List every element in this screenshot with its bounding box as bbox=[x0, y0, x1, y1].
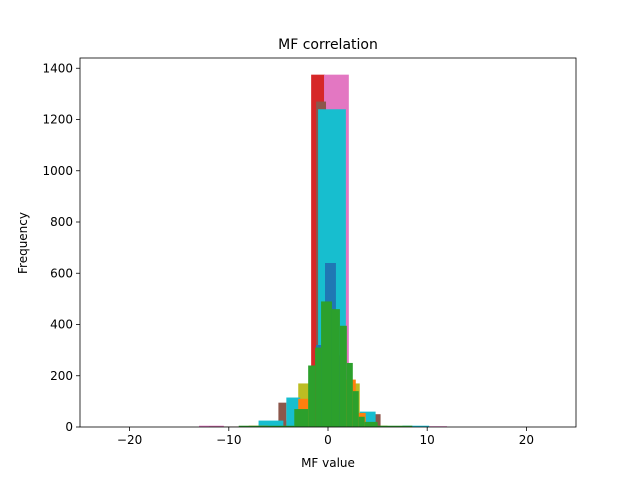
bar-s4-b0 bbox=[258, 420, 284, 427]
y-tick-label: 1200 bbox=[42, 113, 73, 127]
bar-s7-b9 bbox=[358, 416, 365, 427]
y-tick-label: 200 bbox=[50, 369, 73, 383]
x-tick-label: 0 bbox=[324, 433, 332, 447]
bar-s7-b1 bbox=[294, 409, 309, 427]
x-tick-label: 10 bbox=[420, 433, 435, 447]
bar-s7-b5 bbox=[331, 309, 340, 428]
y-tick-label: 1000 bbox=[42, 164, 73, 178]
x-tick-label: −20 bbox=[117, 433, 142, 447]
bar-s7-b2 bbox=[308, 365, 316, 427]
bar-s7-b6 bbox=[339, 325, 347, 427]
bar-s4-b4 bbox=[402, 425, 430, 427]
bar-s7-b11 bbox=[377, 425, 413, 427]
x-tick-label: 20 bbox=[519, 433, 534, 447]
bar-s7-b3 bbox=[315, 347, 322, 427]
y-tick-label: 800 bbox=[50, 215, 73, 229]
y-axis: 0 200 400 600 800 1000 1200 1400 bbox=[42, 61, 80, 434]
bar-s2-b0 bbox=[199, 425, 224, 427]
y-tick-label: 1400 bbox=[42, 61, 73, 75]
x-tick-label: −10 bbox=[216, 433, 241, 447]
y-tick-label: 0 bbox=[65, 420, 73, 434]
y-tick-label: 600 bbox=[50, 266, 73, 280]
x-axis: −20 −10 0 10 20 bbox=[117, 427, 534, 447]
bar-s7-b0 bbox=[238, 425, 295, 427]
y-tick-label: 400 bbox=[50, 318, 73, 332]
bar-s3-b1 bbox=[278, 402, 287, 427]
bar-s7-b7 bbox=[346, 362, 353, 427]
y-axis-label: Frequency bbox=[16, 212, 30, 274]
x-axis-label: MF value bbox=[301, 456, 355, 470]
chart-title: MF correlation bbox=[278, 37, 378, 53]
bar-s7-b4 bbox=[321, 301, 332, 427]
bar-s7-b8 bbox=[352, 391, 359, 428]
bars-layer bbox=[199, 74, 448, 428]
bar-s7-b10 bbox=[364, 421, 378, 428]
